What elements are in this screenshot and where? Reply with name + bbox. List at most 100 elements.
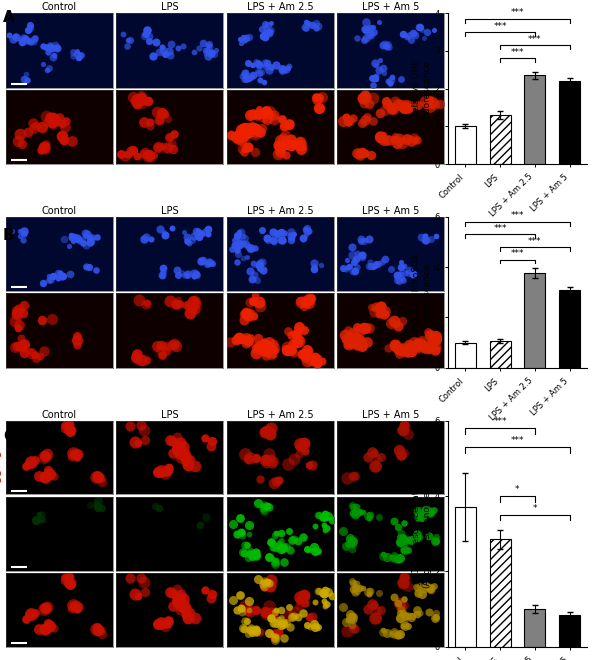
- Point: [136, 420, 146, 430]
- Point: [37, 509, 47, 519]
- Point: [410, 30, 419, 40]
- Point: [431, 612, 441, 622]
- Point: [364, 511, 373, 521]
- Point: [279, 557, 289, 568]
- Point: [43, 617, 53, 628]
- Point: [47, 314, 56, 325]
- Point: [67, 450, 76, 461]
- Point: [206, 593, 216, 603]
- Title: LPS: LPS: [161, 206, 178, 216]
- Point: [249, 259, 259, 269]
- Point: [182, 271, 192, 281]
- Point: [71, 601, 81, 612]
- Point: [81, 262, 91, 273]
- Point: [234, 240, 244, 251]
- Point: [238, 333, 247, 344]
- Point: [345, 261, 355, 271]
- Point: [403, 341, 413, 352]
- Point: [388, 104, 397, 114]
- Point: [390, 627, 399, 638]
- Point: [86, 235, 95, 246]
- Point: [289, 454, 299, 465]
- Point: [240, 314, 249, 325]
- Point: [264, 65, 273, 75]
- Point: [409, 132, 418, 143]
- Point: [97, 473, 106, 483]
- Point: [42, 601, 52, 612]
- Point: [65, 578, 74, 589]
- Point: [18, 139, 27, 150]
- Point: [410, 343, 419, 354]
- Point: [243, 311, 253, 321]
- Point: [233, 249, 243, 259]
- Point: [372, 71, 381, 82]
- Point: [304, 226, 314, 236]
- Point: [372, 453, 381, 463]
- Point: [234, 234, 244, 244]
- Point: [23, 75, 32, 86]
- Point: [401, 98, 410, 108]
- Point: [53, 268, 63, 279]
- Point: [50, 114, 59, 124]
- Point: [251, 129, 260, 139]
- Point: [395, 608, 404, 618]
- Point: [254, 104, 263, 115]
- Point: [78, 234, 88, 244]
- Point: [158, 263, 168, 273]
- Point: [125, 421, 135, 432]
- Point: [38, 278, 47, 288]
- Point: [272, 605, 281, 615]
- Point: [117, 148, 126, 159]
- Point: [239, 35, 248, 46]
- Point: [401, 535, 410, 545]
- Point: [365, 510, 375, 520]
- Point: [60, 422, 70, 433]
- Point: [180, 450, 190, 461]
- Point: [238, 133, 247, 144]
- Point: [396, 613, 405, 624]
- Point: [145, 117, 154, 127]
- Point: [390, 552, 399, 563]
- Point: [239, 624, 248, 634]
- Point: [375, 302, 384, 312]
- Text: *: *: [515, 484, 519, 494]
- Point: [268, 630, 278, 640]
- Point: [385, 78, 395, 88]
- Point: [295, 449, 304, 459]
- Point: [403, 581, 413, 591]
- Point: [13, 323, 23, 333]
- Point: [158, 263, 167, 273]
- Point: [144, 36, 154, 47]
- Point: [313, 545, 323, 556]
- Point: [408, 269, 417, 279]
- Bar: [490, 341, 511, 368]
- Point: [17, 332, 26, 343]
- Point: [146, 152, 156, 163]
- Point: [241, 74, 251, 84]
- Point: [397, 74, 406, 84]
- Point: [48, 120, 58, 131]
- Point: [383, 98, 393, 109]
- Point: [243, 540, 252, 550]
- Point: [275, 147, 285, 157]
- Point: [280, 65, 290, 75]
- Y-axis label: MitoSOX: MitoSOX: [0, 307, 2, 354]
- Point: [359, 34, 369, 45]
- Point: [352, 321, 362, 332]
- Point: [257, 224, 267, 235]
- Point: [231, 234, 240, 245]
- Point: [410, 134, 420, 145]
- Point: [68, 51, 78, 61]
- Point: [41, 139, 50, 150]
- Point: [143, 150, 152, 161]
- Point: [301, 348, 310, 359]
- Point: [400, 618, 409, 628]
- Point: [146, 233, 155, 244]
- Title: LPS: LPS: [161, 410, 178, 420]
- Point: [133, 591, 143, 601]
- Point: [390, 628, 399, 639]
- Point: [255, 75, 264, 85]
- Point: [189, 296, 198, 306]
- Point: [276, 612, 286, 623]
- Point: [244, 519, 254, 530]
